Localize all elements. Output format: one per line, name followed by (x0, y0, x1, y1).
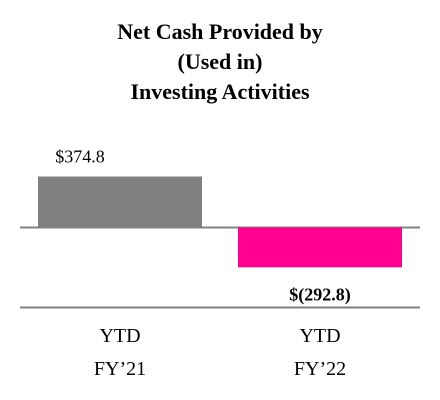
chart-title: Net Cash Provided by (Used in) Investing… (0, 17, 440, 107)
chart-title-line-3: Investing Activities (130, 79, 310, 104)
chart-title-line-1: Net Cash Provided by (117, 19, 323, 44)
data-label-ytd-fy21: $374.8 (55, 147, 105, 167)
chart-title-line-2: (Used in) (177, 49, 263, 74)
category-label-ytd-fy21-line-2: FY’21 (94, 358, 146, 380)
data-label-ytd-fy22: $(292.8) (289, 284, 351, 305)
bar-ytd-fy21 (38, 176, 202, 228)
category-label-ytd-fy21-line-1: YTD (99, 325, 140, 347)
bar-ytd-fy22 (238, 227, 402, 268)
category-label-ytd-fy22-line-1: YTD (299, 325, 340, 347)
category-label-ytd-fy22-line-2: FY’22 (294, 358, 346, 380)
